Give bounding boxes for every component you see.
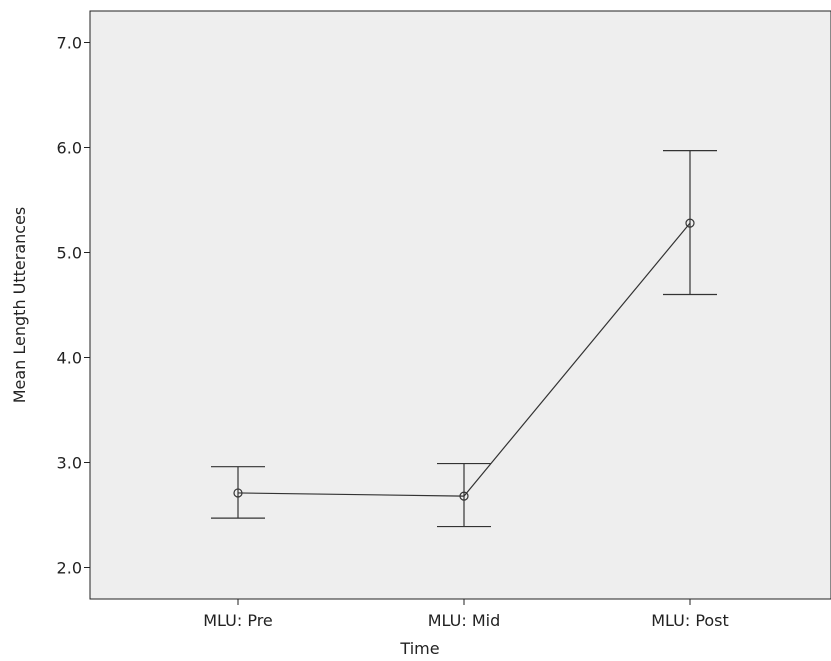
data-point (685, 218, 695, 228)
y-axis-title: Mean Length Utterances (10, 207, 29, 404)
y-tick-label: 5.0 (57, 244, 82, 263)
y-axis: 2.0 3.0 4.0 5.0 6.0 7.0 (57, 34, 90, 578)
plot-area (89, 10, 831, 600)
x-axis: MLU: Pre MLU: Mid MLU: Post (203, 599, 729, 630)
x-axis-title: Time (399, 639, 439, 658)
y-tick-label: 2.0 (57, 559, 82, 578)
series (211, 150, 717, 528)
y-tick-label: 6.0 (57, 139, 82, 158)
y-tick-label: 7.0 (57, 34, 82, 53)
y-tick-label: 3.0 (57, 454, 82, 473)
y-tick-label: 4.0 (57, 349, 82, 368)
data-point (233, 488, 243, 498)
x-tick-label: MLU: Pre (203, 611, 273, 630)
x-tick-label: MLU: Post (651, 611, 729, 630)
x-tick-label: MLU: Mid (428, 611, 501, 630)
data-point (459, 491, 469, 501)
